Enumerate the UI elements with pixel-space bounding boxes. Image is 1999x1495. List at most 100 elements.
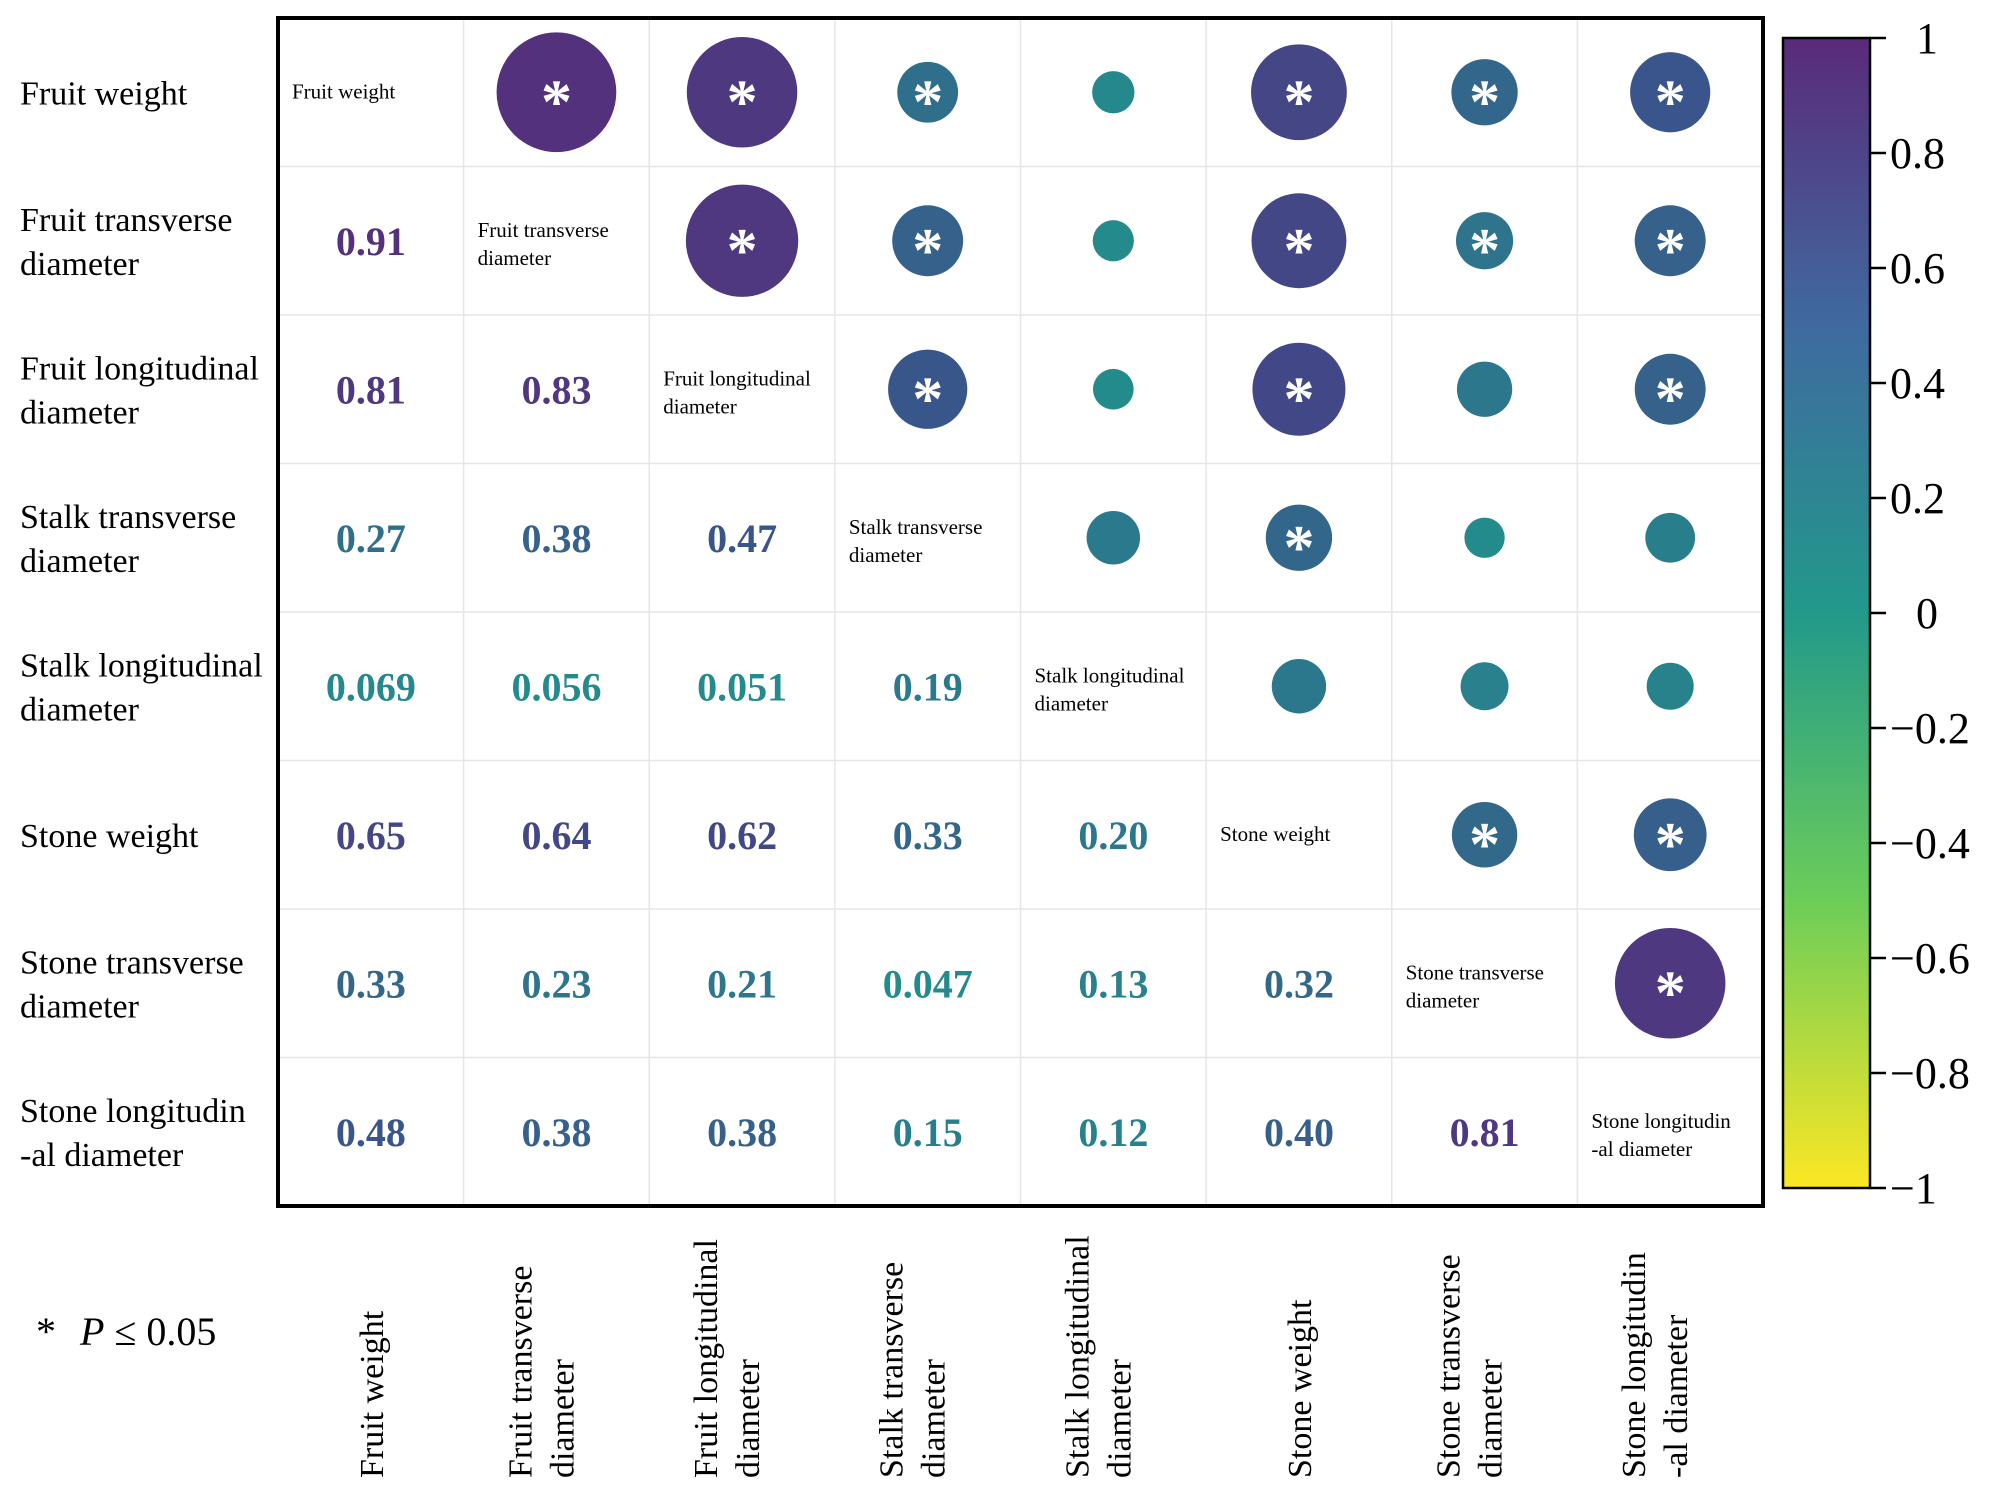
correlation-value: 0.12	[1078, 1110, 1148, 1155]
correlation-value: 0.051	[697, 664, 787, 709]
row-label: Fruit weight	[20, 75, 188, 112]
column-label-line: diameter	[916, 1358, 953, 1478]
column-label-line: Fruit weight	[354, 1310, 391, 1478]
significance-star: *	[1655, 365, 1686, 433]
correlation-value: 0.21	[707, 961, 777, 1006]
diagonal-label-line: Stone weight	[1220, 822, 1330, 846]
colorbar-tick-label: −0.2	[1890, 704, 1970, 753]
row-label: Fruit transverse diameter	[20, 202, 232, 283]
significance-star: *	[912, 68, 943, 136]
diagonal-variable-label: Stone transverse diameter	[1406, 960, 1544, 1012]
correlation-circle	[1634, 353, 1706, 425]
correlation-circle	[1251, 193, 1347, 289]
colorbar-tick-label: 0.6	[1890, 244, 1945, 293]
correlation-circle	[1464, 517, 1505, 558]
correlation-value: 0.91	[336, 219, 406, 264]
row-label: Stone transverse diameter	[20, 944, 244, 1025]
row-label: Stalk transverse diameter	[20, 499, 236, 580]
correlation-circle	[1634, 205, 1706, 277]
significance-star: *	[727, 217, 758, 285]
row-label-line: diameter	[20, 394, 140, 431]
correlation-circle	[1456, 361, 1513, 417]
correlation-value: 0.81	[1450, 1110, 1520, 1155]
correlation-value: 0.20	[1078, 813, 1148, 858]
column-label-line: diameter	[1473, 1358, 1510, 1478]
column-label-line: -al diameter	[1658, 1314, 1695, 1478]
significance-star: *	[912, 217, 943, 285]
diagonal-label-line: -al diameter	[1591, 1137, 1692, 1161]
correlation-circle	[1092, 368, 1134, 410]
significance-star: *	[1283, 217, 1314, 285]
diagonal-variable-label: Stone longitudin -al diameter	[1591, 1109, 1731, 1161]
diagonal-label-line: Fruit transverse	[478, 218, 609, 242]
diagonal-variable-label: Stone weight	[1220, 822, 1330, 846]
correlation-circle	[1630, 52, 1711, 133]
column-label-line: diameter	[1101, 1358, 1138, 1478]
correlation-value: 0.056	[511, 664, 601, 709]
correlation-circle	[685, 184, 799, 297]
correlation-circle	[1633, 798, 1707, 872]
column-label: Stone weight	[1282, 1299, 1319, 1478]
row-label: Fruit longitudinal diameter	[20, 350, 259, 431]
diagonal-variable-label: Fruit weight	[292, 79, 395, 103]
column-label-line: Stone weight	[1282, 1299, 1319, 1478]
correlation-circle	[1251, 44, 1347, 141]
colorbar-gradient	[1781, 36, 1872, 1190]
footnote-p: P	[79, 1309, 104, 1354]
row-label-line: Stalk longitudinal	[20, 647, 263, 684]
row-label: Stone longitudin -al diameter	[20, 1093, 246, 1174]
correlation-value: 0.81	[336, 367, 406, 412]
column-label: Stalk longitudinal diameter	[1059, 1235, 1138, 1478]
row-label-line: Fruit weight	[20, 75, 188, 112]
significance-star: *	[1655, 217, 1686, 285]
column-label: Stone transverse diameter	[1431, 1254, 1510, 1478]
correlation-value: 0.33	[893, 813, 963, 858]
row-label-line: Stone weight	[20, 818, 199, 855]
significance-star: *	[1469, 217, 1500, 285]
colorbar-ticks: 1 0.8 0.6 0.4 0.2 0 −0.2 −0.4 −0.6 −0.8 −1	[1870, 14, 1970, 1213]
diagonal-label-line: diameter	[1406, 988, 1479, 1012]
significance-star: *	[1283, 365, 1314, 433]
correlation-value: 0.15	[893, 1110, 963, 1155]
significance-star: *	[1283, 514, 1314, 582]
colorbar: 1 0.8 0.6 0.4 0.2 0 −0.2 −0.4 −0.6 −0.8 −1	[1781, 14, 1970, 1213]
correlation-circle	[1451, 802, 1518, 868]
correlation-circle	[1451, 59, 1518, 126]
diagonal-variable-label: Fruit transverse diameter	[478, 218, 609, 270]
column-labels: Fruit weight Fruit transverse diameter Frui…	[354, 1235, 1695, 1478]
footnote-star: *	[36, 1309, 56, 1354]
column-label: Fruit transverse diameter	[502, 1266, 581, 1478]
colorbar-tick-label: −0.6	[1890, 934, 1970, 983]
correlation-circle	[1645, 512, 1696, 563]
row-label-line: Stone longitudin	[20, 1093, 246, 1130]
colorbar-tick-label: 0.2	[1890, 474, 1945, 523]
correlation-value: 0.069	[326, 664, 416, 709]
correlation-circle	[1086, 511, 1141, 565]
correlation-circle	[1460, 662, 1509, 711]
significance-star: *	[912, 365, 943, 433]
diagonal-variable-label: Stalk longitudinal diameter	[1035, 663, 1185, 715]
correlation-value: 0.83	[521, 367, 591, 412]
correlation-value: 0.33	[336, 961, 406, 1006]
significance-star: *	[1655, 811, 1686, 879]
diagonal-label-line: diameter	[663, 394, 736, 418]
row-labels: Fruit weight Fruit transverse diameter Frui…	[20, 75, 263, 1174]
grid-lines	[278, 18, 1763, 1206]
correlation-value: 0.48	[336, 1110, 406, 1155]
significance-star: *	[1283, 68, 1314, 136]
diagonal-label-line: diameter	[478, 246, 551, 270]
colorbar-tick-label: 1	[1916, 14, 1938, 63]
significance-footnote: * P ≤ 0.05	[36, 1309, 216, 1354]
diagonal-label-line: Stalk longitudinal	[1035, 663, 1185, 687]
correlation-circle	[1614, 927, 1726, 1039]
correlation-circle	[1265, 504, 1333, 571]
correlation-value: 0.47	[707, 516, 777, 561]
significance-star: *	[1469, 68, 1500, 136]
correlation-circle	[686, 36, 798, 148]
row-label-line: diameter	[20, 691, 140, 728]
column-label-line: diameter	[544, 1358, 581, 1478]
row-label-line: Stone transverse	[20, 944, 244, 981]
diagonal-label-line: Fruit weight	[292, 79, 395, 103]
colorbar-tick-label: −0.8	[1890, 1049, 1970, 1098]
row-label-line: diameter	[20, 988, 140, 1025]
